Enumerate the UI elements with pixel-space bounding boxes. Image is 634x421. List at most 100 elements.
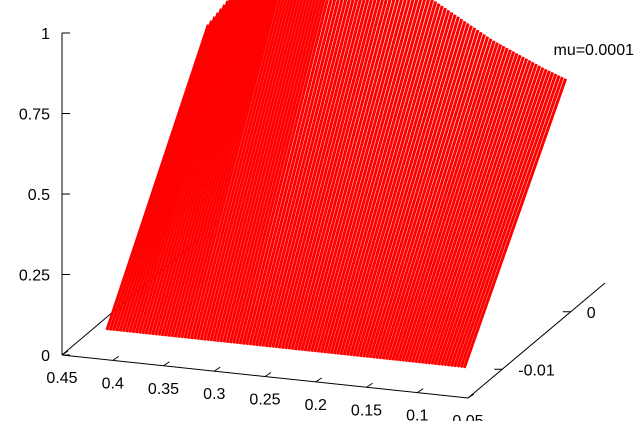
x-tick-label: 0.45: [46, 370, 77, 387]
surface-line: [329, 0, 434, 355]
x-tick-label: 0.2: [305, 397, 327, 414]
surface-line: [280, 0, 377, 349]
surface-line: [245, 0, 337, 346]
surface-line: [215, 0, 307, 343]
surface-line: [423, 58, 529, 365]
surface-line: [199, 0, 291, 341]
surface-line: [206, 0, 298, 342]
x-tick: [366, 382, 373, 388]
surface-line: [173, 0, 268, 338]
surface-line: [443, 68, 548, 367]
surface-line: [345, 9, 451, 356]
surface-line: [189, 0, 282, 340]
surface-line: [125, 0, 230, 333]
z-tick-label: 1: [41, 26, 50, 43]
surface-line: [150, 0, 249, 336]
surface-line: [160, 0, 257, 337]
x-tick: [163, 361, 170, 367]
axes-group: [61, 32, 606, 399]
surface-line: [202, 0, 294, 341]
surface-line: [264, 0, 359, 348]
surface-line: [339, 5, 444, 356]
x-tick: [61, 350, 69, 356]
surface-line: [384, 36, 490, 361]
surface-line: [456, 75, 561, 368]
surface-line: [404, 47, 509, 363]
surface-line: [303, 0, 403, 352]
x-tick: [315, 377, 323, 383]
surface-line: [449, 71, 555, 367]
surface-line: [222, 0, 313, 343]
surface-line: [362, 20, 467, 358]
x-tick-label: 0.1: [406, 408, 428, 421]
surface-line: [183, 0, 276, 339]
surface-line: [310, 0, 411, 353]
surface-line: [316, 0, 419, 353]
x-tick: [264, 372, 272, 377]
surface-line: [209, 0, 301, 342]
x-tick: [213, 366, 221, 372]
surface-line: [410, 51, 516, 363]
surface-line: [241, 0, 333, 345]
surface-line: [287, 0, 384, 350]
surface-line: [232, 0, 323, 344]
surface-line: [300, 0, 400, 352]
surface-line: [290, 0, 388, 351]
surface-line: [365, 23, 470, 358]
surface-line: [134, 0, 236, 334]
surface-line: [170, 0, 265, 338]
surface-line: [248, 0, 340, 346]
surface-line: [306, 0, 407, 352]
surface-line: [394, 42, 499, 362]
x-tick: [467, 393, 475, 399]
surface-line: [163, 0, 260, 337]
surface-line: [196, 0, 288, 341]
surface-line: [121, 4, 227, 333]
surface-line: [271, 0, 366, 348]
surface-line: [176, 0, 271, 338]
surface-line: [228, 0, 320, 344]
surface-line: [436, 65, 542, 366]
surface-line: [388, 38, 493, 361]
surface-line: [167, 0, 263, 337]
surface-line: [108, 20, 214, 331]
surface-mesh: [105, 0, 568, 369]
surface-line: [355, 16, 460, 357]
surface-line: [414, 52, 519, 364]
surface-line: [349, 12, 454, 357]
surface-line: [251, 0, 344, 346]
surface-line: [141, 0, 241, 335]
surface-line: [154, 0, 252, 336]
surface-line: [440, 67, 545, 366]
surface-line: [274, 0, 370, 349]
surface-line: [219, 0, 310, 343]
surface-line: [258, 0, 351, 347]
surface-line: [235, 0, 326, 345]
surface-line: [332, 1, 438, 355]
x-tick-label: 0.35: [148, 381, 179, 398]
z-tick-label: 0.5: [28, 187, 50, 204]
surface-line: [277, 0, 373, 349]
surface-line: [131, 0, 234, 334]
surface-line: [397, 43, 503, 362]
surface-line: [186, 0, 279, 339]
surface-line: [459, 76, 564, 369]
surface-line: [342, 7, 447, 356]
z-tick-label: 0.75: [19, 107, 50, 124]
surface-line: [157, 0, 255, 336]
legend-label: mu=0.0001: [553, 42, 634, 59]
surface-line: [138, 0, 239, 334]
surface-line: [313, 0, 415, 353]
surface-line: [144, 0, 244, 335]
surface-line: [420, 56, 525, 364]
surface-line: [352, 14, 457, 357]
x-tick-label: 0.15: [351, 402, 382, 419]
x-tick-label: 0.05: [452, 413, 483, 421]
surface-line: [326, 0, 430, 354]
surface-line: [433, 63, 538, 366]
surface-line: [319, 0, 423, 354]
surface-line: [105, 24, 210, 331]
surface-line: [238, 0, 329, 345]
surface-line: [115, 12, 220, 332]
